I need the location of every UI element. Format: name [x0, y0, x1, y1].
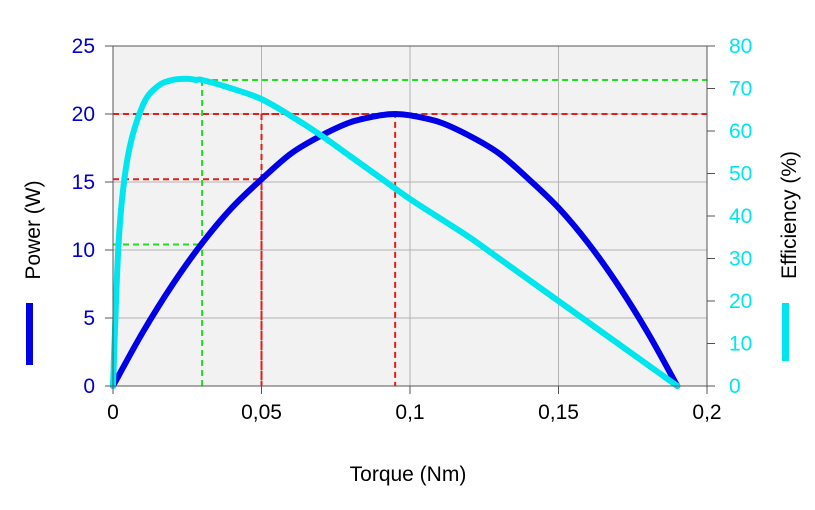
right-tick-label: 50: [729, 163, 752, 186]
power-series-line: [110, 111, 681, 389]
right-tick-label: 40: [729, 205, 752, 228]
right-tick-label: 60: [729, 120, 752, 143]
x-tick-label: 0,05: [241, 401, 282, 424]
x-tick-label: 0: [107, 401, 119, 424]
ticks: 0 0,05 0,1 0,15 0,2 0 5 10 15 20 25 0 10 20 30 40 50 60 70…: [72, 35, 753, 424]
series-group: [110, 75, 681, 389]
legend-marker-power: [26, 303, 33, 365]
left-tick-label: 15: [72, 171, 95, 194]
x-tick-label: 0,1: [395, 401, 424, 424]
x-tick-label: 0,2: [692, 401, 721, 424]
legend-marker-efficiency: [782, 303, 789, 361]
right-tick-label: 80: [729, 35, 752, 58]
left-tick-label: 20: [72, 103, 95, 126]
right-tick-label: 30: [729, 248, 752, 271]
left-tick-label: 0: [83, 375, 95, 398]
efficiency-series-line: [110, 75, 681, 389]
right-tick-label: 10: [729, 333, 752, 356]
left-tick-label: 10: [72, 239, 95, 262]
left-tick-label: 25: [72, 35, 95, 58]
x-axis-title: Torque (Nm): [350, 463, 467, 486]
right-axis-title: Efficiency (%): [778, 151, 801, 279]
left-tick-label: 5: [83, 307, 95, 330]
right-tick-label: 70: [729, 78, 752, 101]
left-axis-title: Power (W): [22, 180, 45, 279]
right-tick-label: 20: [729, 290, 752, 313]
x-tick-label: 0,15: [538, 401, 579, 424]
right-tick-label: 0: [729, 375, 741, 398]
